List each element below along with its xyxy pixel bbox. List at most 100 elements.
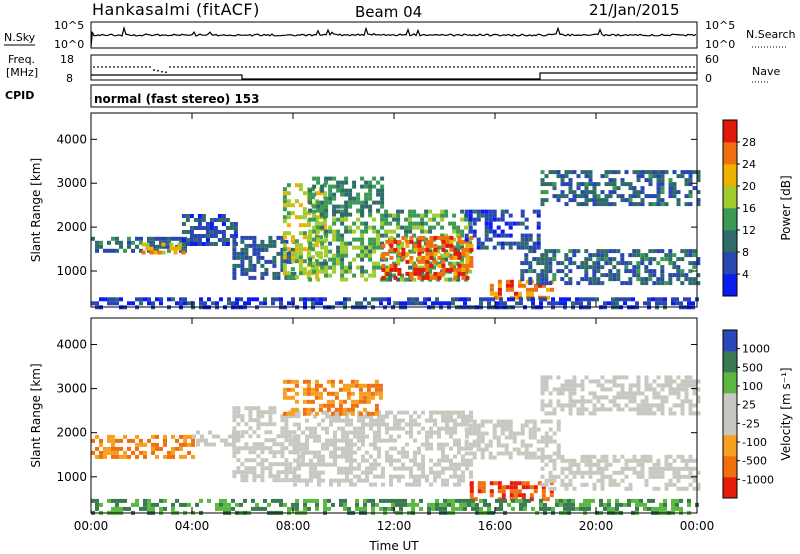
echo-cell	[580, 265, 585, 270]
echo-cell	[252, 478, 257, 483]
echo-cell	[487, 506, 491, 511]
echo-cell	[310, 407, 315, 412]
echo-cell	[615, 506, 619, 511]
echo-cell	[552, 466, 557, 471]
echo-cell	[632, 273, 637, 278]
echo-cell	[328, 257, 333, 262]
echo-cell	[181, 230, 186, 234]
echo-cell	[219, 506, 223, 511]
echo-cell	[171, 506, 175, 511]
echo-cell	[489, 481, 494, 486]
echo-cell	[183, 438, 187, 443]
echo-cell	[369, 470, 373, 475]
echo-cell	[276, 275, 281, 280]
colorbar-segment	[723, 186, 737, 209]
colorbar-segment	[723, 230, 737, 253]
echo-cell	[564, 182, 569, 187]
echo-cell	[397, 478, 401, 483]
echo-cell	[536, 225, 541, 230]
freq-point	[593, 66, 595, 68]
echo-cell	[584, 399, 589, 404]
echo-cell	[624, 395, 629, 400]
echo-cell	[306, 251, 311, 256]
echo-cell	[636, 194, 641, 199]
echo-cell	[552, 478, 557, 483]
echo-cell	[336, 245, 341, 250]
echo-cell	[199, 498, 203, 503]
echo-cell	[672, 466, 677, 471]
echo-cell	[465, 263, 470, 268]
y-tick-label: 4000	[56, 132, 87, 146]
echo-cell	[550, 287, 554, 292]
echo-cell	[368, 184, 373, 189]
echo-cell	[316, 176, 321, 181]
echo-cell	[352, 200, 357, 205]
echo-cell	[668, 482, 673, 487]
echo-cell	[404, 229, 409, 234]
echo-cell	[419, 506, 423, 511]
colorbar-label: Velocity [m s⁻¹]	[779, 367, 793, 460]
echo-cell	[437, 410, 441, 415]
freq-point	[369, 66, 371, 68]
echo-cell	[449, 434, 453, 439]
echo-cell	[361, 458, 365, 463]
echo-cell	[365, 470, 369, 475]
echo-cell	[492, 455, 497, 460]
echo-cell	[310, 195, 315, 200]
echo-cell	[298, 255, 303, 260]
echo-cell	[413, 410, 417, 415]
echo-cell	[568, 403, 573, 408]
echo-cell	[540, 379, 545, 384]
echo-cell	[389, 446, 393, 451]
echo-cell	[297, 442, 301, 447]
echo-cell	[584, 174, 589, 179]
echo-cell	[181, 238, 186, 242]
echo-cell	[449, 466, 453, 471]
echo-cell	[341, 478, 345, 483]
colorbar-tick-label: 100	[742, 380, 763, 393]
echo-cell	[356, 196, 361, 201]
echo-cell	[385, 422, 389, 427]
echo-cell	[340, 245, 345, 250]
echo-cell	[676, 277, 681, 282]
echo-cell	[572, 194, 577, 199]
freq-point	[373, 66, 375, 68]
echo-cell	[469, 462, 473, 467]
echo-cell	[396, 221, 401, 226]
echo-cell	[547, 301, 551, 306]
echo-cell	[524, 443, 529, 448]
echo-cell	[548, 439, 553, 444]
echo-cell	[341, 426, 345, 431]
echo-cell	[268, 450, 273, 455]
echo-cell	[675, 498, 679, 503]
echo-cell	[484, 431, 489, 436]
echo-cell	[608, 478, 613, 483]
echo-cell	[111, 506, 115, 511]
echo-cell	[321, 470, 325, 475]
echo-cell	[572, 474, 577, 479]
echo-cell	[332, 196, 337, 201]
echo-cell	[352, 221, 357, 226]
echo-cell	[373, 458, 377, 463]
echo-cell	[517, 489, 522, 494]
echo-cell	[400, 209, 405, 214]
echo-cell	[201, 242, 206, 246]
echo-cell	[624, 182, 629, 187]
echo-cell	[425, 243, 430, 248]
echo-cell	[592, 411, 597, 416]
echo-cell	[429, 275, 434, 280]
echo-cell	[624, 281, 629, 286]
echo-cell	[280, 235, 285, 240]
echo-cell	[529, 485, 534, 490]
echo-cell	[656, 407, 661, 412]
echo-cell	[240, 251, 245, 256]
echo-cell	[439, 506, 443, 511]
freq-point	[317, 66, 319, 68]
echo-cell	[244, 267, 249, 272]
echo-cell	[524, 233, 529, 238]
echo-cell	[416, 265, 421, 270]
echo-cell	[536, 261, 541, 266]
echo-cell	[341, 454, 345, 459]
echo-cell	[412, 261, 417, 266]
echo-cell	[232, 263, 237, 268]
